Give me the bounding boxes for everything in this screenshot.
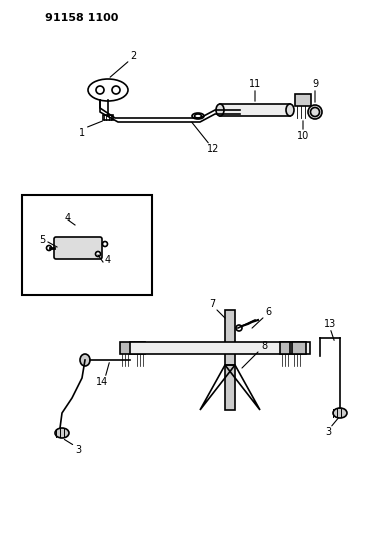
Text: 9: 9 — [312, 79, 318, 89]
Text: 1: 1 — [79, 128, 85, 138]
Ellipse shape — [333, 408, 347, 418]
Ellipse shape — [236, 325, 242, 331]
Bar — [225, 310, 235, 410]
Bar — [120, 342, 134, 354]
Text: 4: 4 — [105, 255, 111, 265]
Ellipse shape — [80, 354, 90, 366]
Bar — [103, 115, 113, 120]
Text: 13: 13 — [324, 319, 336, 329]
Text: 5: 5 — [39, 235, 45, 245]
FancyBboxPatch shape — [295, 94, 311, 106]
Text: 7: 7 — [209, 299, 215, 309]
Ellipse shape — [55, 428, 69, 438]
Ellipse shape — [47, 246, 51, 251]
Text: 3: 3 — [75, 445, 81, 455]
Ellipse shape — [102, 241, 107, 246]
Text: 14: 14 — [96, 377, 108, 387]
Text: 12: 12 — [207, 144, 219, 154]
Text: 91158 1100: 91158 1100 — [45, 13, 118, 23]
Text: 11: 11 — [249, 79, 261, 89]
Bar — [130, 342, 310, 354]
Text: 2: 2 — [130, 51, 136, 61]
Ellipse shape — [96, 252, 100, 256]
Text: 6: 6 — [265, 307, 271, 317]
Ellipse shape — [286, 104, 294, 116]
Text: 3: 3 — [325, 427, 331, 437]
Bar — [280, 342, 290, 354]
Ellipse shape — [308, 105, 322, 119]
Bar — [22, 195, 152, 295]
Bar — [135, 342, 145, 354]
Text: 8: 8 — [261, 341, 267, 351]
Bar — [292, 342, 306, 354]
Text: 10: 10 — [297, 131, 309, 141]
Bar — [220, 104, 290, 116]
Ellipse shape — [216, 104, 224, 116]
FancyBboxPatch shape — [54, 237, 102, 259]
Text: 4: 4 — [65, 213, 71, 223]
